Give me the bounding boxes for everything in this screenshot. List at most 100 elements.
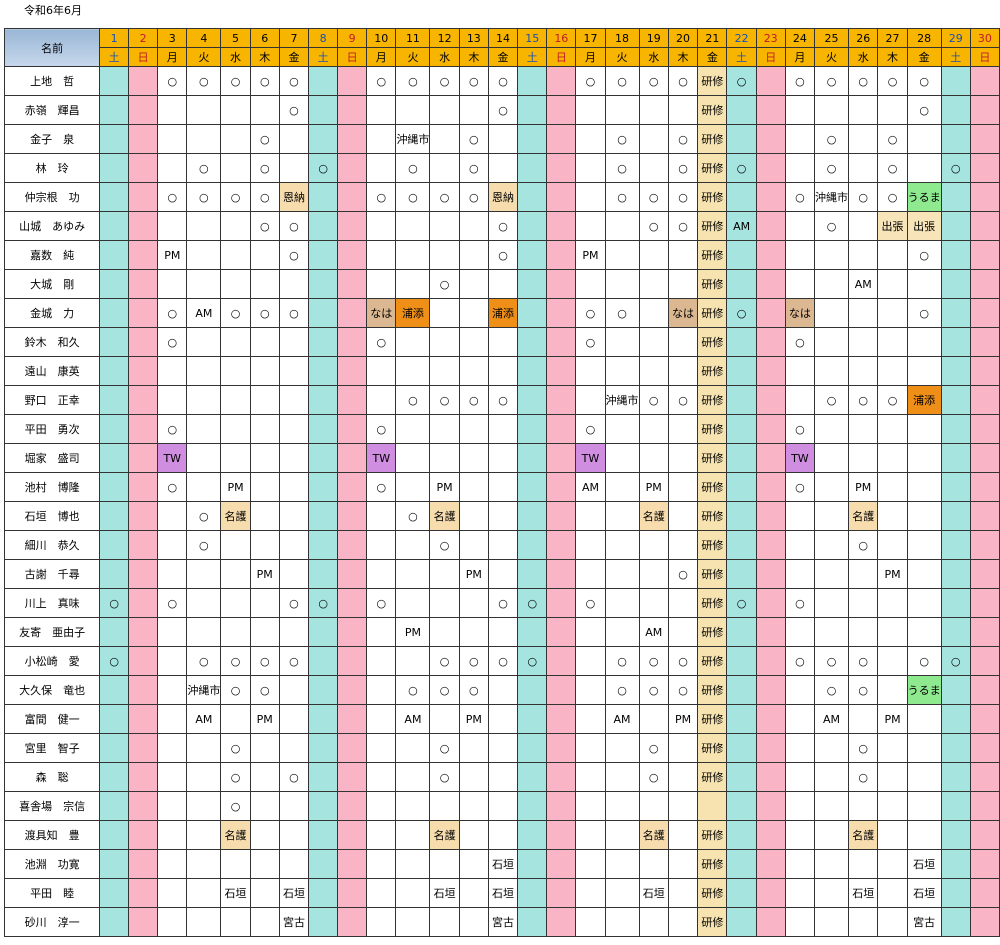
schedule-cell[interactable]	[366, 791, 397, 821]
schedule-cell[interactable]	[128, 646, 159, 676]
schedule-cell[interactable]	[308, 617, 339, 647]
schedule-cell[interactable]	[157, 530, 188, 560]
schedule-cell[interactable]: ○	[278, 240, 310, 270]
schedule-cell[interactable]: ○	[784, 472, 816, 502]
schedule-cell[interactable]	[784, 269, 816, 299]
schedule-cell[interactable]	[220, 95, 251, 125]
schedule-cell[interactable]	[249, 240, 280, 270]
schedule-cell[interactable]	[546, 240, 577, 270]
schedule-cell[interactable]	[638, 559, 669, 589]
schedule-cell[interactable]: ○	[575, 588, 606, 618]
schedule-cell[interactable]	[128, 501, 159, 531]
schedule-cell[interactable]: ○	[877, 124, 908, 154]
schedule-cell[interactable]	[220, 907, 251, 937]
schedule-cell[interactable]	[99, 617, 130, 647]
schedule-cell[interactable]	[755, 95, 786, 125]
schedule-cell[interactable]	[575, 182, 606, 212]
schedule-cell[interactable]	[575, 530, 606, 560]
schedule-cell[interactable]	[128, 182, 159, 212]
schedule-cell[interactable]	[906, 762, 942, 792]
schedule-cell[interactable]: ○	[784, 646, 816, 676]
schedule-cell[interactable]	[395, 762, 431, 792]
schedule-cell[interactable]	[575, 762, 606, 792]
schedule-cell[interactable]	[848, 240, 879, 270]
schedule-cell[interactable]	[517, 298, 548, 328]
schedule-cell[interactable]: ○	[784, 66, 816, 96]
schedule-cell[interactable]	[186, 849, 222, 879]
schedule-cell[interactable]	[784, 878, 816, 908]
schedule-cell[interactable]: ○	[848, 66, 879, 96]
schedule-cell[interactable]: 研修	[697, 733, 728, 763]
schedule-cell[interactable]	[940, 269, 971, 299]
schedule-cell[interactable]	[337, 66, 368, 96]
schedule-cell[interactable]	[395, 849, 431, 879]
schedule-cell[interactable]	[249, 588, 280, 618]
schedule-cell[interactable]	[517, 124, 548, 154]
schedule-cell[interactable]	[604, 791, 640, 821]
schedule-cell[interactable]	[220, 414, 251, 444]
schedule-cell[interactable]	[157, 269, 188, 299]
schedule-cell[interactable]: 研修	[697, 820, 728, 850]
schedule-cell[interactable]	[604, 907, 640, 937]
schedule-cell[interactable]	[99, 269, 130, 299]
schedule-cell[interactable]	[575, 95, 606, 125]
schedule-cell[interactable]	[157, 124, 188, 154]
schedule-cell[interactable]: うるま	[906, 182, 942, 212]
schedule-cell[interactable]	[308, 182, 339, 212]
schedule-cell[interactable]	[784, 95, 816, 125]
schedule-cell[interactable]	[546, 878, 577, 908]
schedule-cell[interactable]	[940, 240, 971, 270]
schedule-cell[interactable]	[906, 704, 942, 734]
schedule-cell[interactable]	[906, 414, 942, 444]
schedule-cell[interactable]	[128, 153, 159, 183]
schedule-cell[interactable]: ○	[667, 182, 699, 212]
schedule-cell[interactable]	[220, 617, 251, 647]
schedule-cell[interactable]: ○	[278, 646, 310, 676]
schedule-cell[interactable]	[337, 907, 368, 937]
schedule-cell[interactable]	[99, 66, 130, 96]
schedule-cell[interactable]	[99, 153, 130, 183]
schedule-cell[interactable]	[487, 472, 519, 502]
schedule-cell[interactable]	[157, 907, 188, 937]
schedule-cell[interactable]	[877, 327, 908, 357]
schedule-cell[interactable]	[848, 327, 879, 357]
schedule-cell[interactable]	[249, 820, 280, 850]
schedule-cell[interactable]	[337, 733, 368, 763]
schedule-cell[interactable]: ○	[366, 327, 397, 357]
schedule-cell[interactable]	[667, 849, 699, 879]
schedule-cell[interactable]	[969, 327, 1000, 357]
schedule-cell[interactable]	[940, 211, 971, 241]
schedule-cell[interactable]	[814, 327, 850, 357]
schedule-cell[interactable]	[249, 356, 280, 386]
schedule-cell[interactable]	[308, 501, 339, 531]
schedule-cell[interactable]	[186, 443, 222, 473]
schedule-cell[interactable]	[726, 472, 757, 502]
schedule-cell[interactable]: ○	[249, 298, 280, 328]
schedule-cell[interactable]	[458, 414, 489, 444]
schedule-cell[interactable]	[969, 617, 1000, 647]
schedule-cell[interactable]	[337, 414, 368, 444]
schedule-cell[interactable]	[877, 240, 908, 270]
schedule-cell[interactable]: ○	[575, 298, 606, 328]
schedule-cell[interactable]	[395, 907, 431, 937]
schedule-cell[interactable]	[969, 443, 1000, 473]
schedule-cell[interactable]	[726, 240, 757, 270]
schedule-cell[interactable]	[940, 617, 971, 647]
schedule-cell[interactable]	[308, 704, 339, 734]
schedule-cell[interactable]	[575, 675, 606, 705]
schedule-cell[interactable]	[337, 211, 368, 241]
schedule-cell[interactable]	[308, 472, 339, 502]
schedule-cell[interactable]	[487, 124, 519, 154]
schedule-cell[interactable]	[458, 762, 489, 792]
schedule-cell[interactable]: AM	[726, 211, 757, 241]
schedule-cell[interactable]	[638, 588, 669, 618]
schedule-cell[interactable]	[366, 733, 397, 763]
schedule-cell[interactable]	[278, 124, 310, 154]
schedule-cell[interactable]	[395, 240, 431, 270]
schedule-cell[interactable]	[546, 414, 577, 444]
schedule-cell[interactable]: 名護	[220, 820, 251, 850]
schedule-cell[interactable]: ○	[249, 124, 280, 154]
schedule-cell[interactable]	[906, 617, 942, 647]
schedule-cell[interactable]	[157, 385, 188, 415]
schedule-cell[interactable]	[99, 559, 130, 589]
